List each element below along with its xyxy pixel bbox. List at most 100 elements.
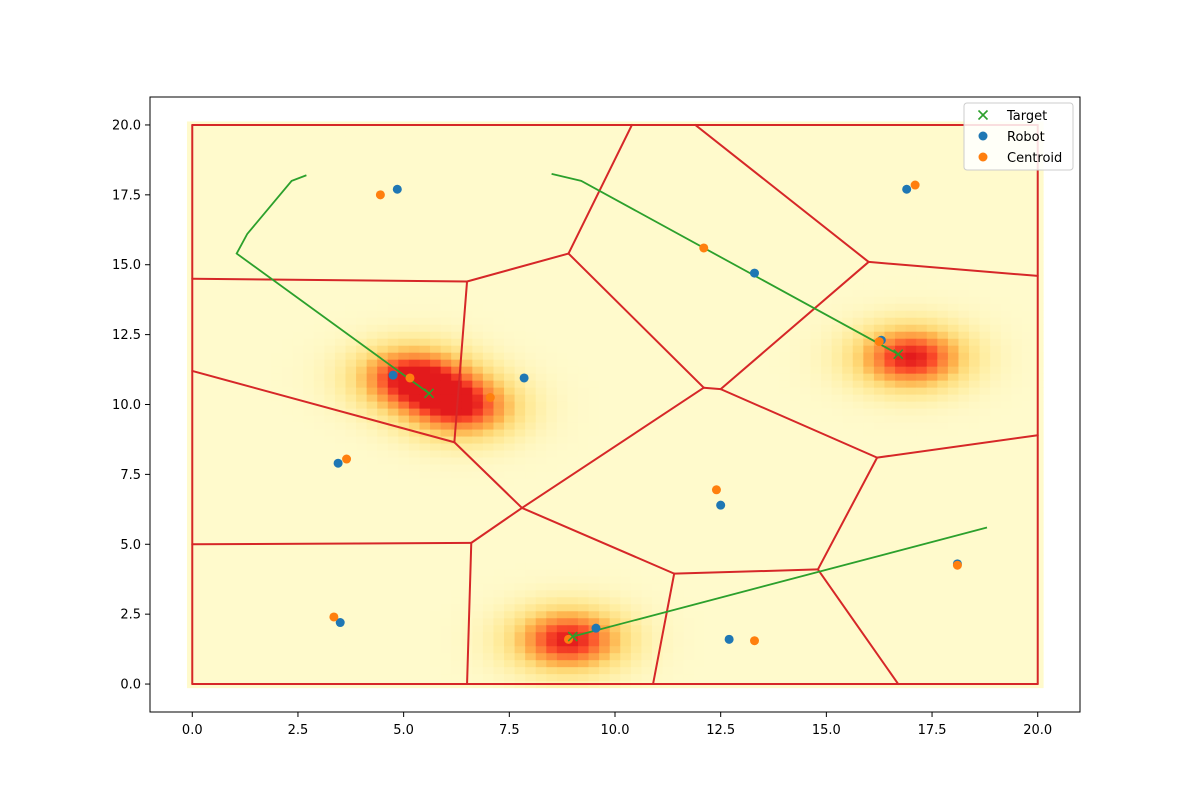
heatmap-cell — [673, 275, 685, 283]
heatmap-cell — [821, 456, 833, 465]
heatmap-cell — [440, 456, 452, 465]
heatmap-cell — [651, 205, 664, 213]
heatmap-cell — [546, 149, 558, 157]
heatmap-cell — [778, 149, 790, 157]
heatmap-cell — [673, 603, 685, 612]
heatmap-cell — [366, 561, 378, 570]
heatmap-cell — [651, 170, 664, 178]
heatmap-cell — [451, 163, 463, 171]
heatmap-cell — [620, 303, 632, 311]
heatmap-cell — [789, 240, 801, 248]
heatmap-cell — [789, 366, 801, 374]
heatmap-cell — [789, 477, 801, 486]
heatmap-cell — [282, 282, 294, 290]
heatmap-cell — [461, 149, 473, 157]
heatmap-cell — [387, 296, 399, 304]
heatmap-cell — [250, 526, 262, 535]
heatmap-cell — [229, 191, 241, 199]
heatmap-cell — [747, 142, 759, 151]
heatmap-cell — [451, 191, 463, 199]
heatmap-cell — [461, 212, 473, 220]
heatmap-cell — [757, 142, 769, 151]
heatmap-cell — [567, 380, 579, 388]
heatmap-cell — [239, 512, 251, 521]
heatmap-cell — [282, 505, 294, 514]
heatmap-cell — [673, 296, 685, 304]
heatmap-cell — [324, 198, 336, 206]
heatmap-cell — [556, 212, 569, 220]
heatmap-cell — [493, 352, 505, 360]
heatmap-cell — [525, 275, 537, 283]
heatmap-cell — [398, 666, 410, 675]
heatmap-cell — [799, 575, 812, 584]
heatmap-cell — [789, 275, 801, 283]
heatmap-cell — [356, 617, 368, 626]
heatmap-cell — [504, 603, 516, 612]
heatmap-cell — [704, 463, 716, 472]
heatmap-cell — [747, 428, 759, 437]
heatmap-cell — [229, 638, 241, 647]
heatmap-cell — [662, 477, 674, 486]
heatmap-cell — [250, 282, 262, 290]
heatmap-cell — [408, 449, 421, 458]
heatmap-cell — [757, 247, 769, 255]
heatmap-cell — [525, 233, 537, 241]
heatmap-cell — [377, 184, 389, 192]
heatmap-cell — [377, 142, 389, 151]
heatmap-cell — [239, 435, 251, 444]
heatmap-cell — [356, 261, 368, 269]
heatmap-cell — [747, 526, 759, 535]
heatmap-cell — [282, 240, 294, 248]
heatmap-cell — [514, 282, 526, 290]
heatmap-cell — [366, 603, 378, 612]
heatmap-cell — [430, 345, 442, 353]
heatmap-cell — [303, 554, 315, 563]
heatmap-cell — [736, 449, 748, 458]
heatmap-cell — [313, 282, 325, 290]
heatmap-cell — [768, 673, 780, 682]
heatmap-cell — [736, 296, 748, 304]
heatmap-cell — [567, 484, 579, 493]
heatmap-cell — [408, 407, 421, 416]
heatmap-cell — [673, 345, 685, 353]
heatmap-cell — [715, 317, 727, 325]
heatmap-cell — [725, 596, 738, 605]
heatmap-cell — [387, 533, 399, 542]
heatmap-cell — [398, 498, 410, 507]
heatmap-cell — [208, 638, 220, 647]
heatmap-cell — [197, 610, 209, 619]
heatmap-cell — [821, 268, 833, 276]
heatmap-cell — [282, 324, 294, 332]
heatmap-cell — [208, 296, 220, 304]
heatmap-cell — [504, 352, 516, 360]
heatmap-cell — [546, 568, 558, 577]
heatmap-cell — [630, 547, 643, 556]
heatmap-cell — [324, 435, 336, 444]
heatmap-cell — [461, 589, 473, 598]
heatmap-cell — [567, 645, 579, 654]
heatmap-cell — [778, 268, 790, 276]
heatmap-cell — [260, 324, 273, 332]
heatmap-cell — [651, 638, 664, 647]
heatmap-cell — [757, 491, 769, 500]
heatmap-cell — [218, 414, 230, 423]
heatmap-cell — [768, 512, 780, 521]
heatmap-cell — [197, 282, 209, 290]
heatmap-cell — [673, 491, 685, 500]
heatmap-cell — [387, 666, 399, 675]
heatmap-cell — [408, 394, 421, 402]
heatmap-cell — [673, 331, 685, 339]
heatmap-cell — [451, 463, 463, 472]
heatmap-cell — [324, 477, 336, 486]
heatmap-cell — [694, 666, 706, 675]
heatmap-cell — [345, 407, 357, 416]
heatmap-cell — [556, 303, 569, 311]
heatmap-cell — [662, 561, 674, 570]
heatmap-cell — [239, 582, 251, 591]
heatmap-cell — [694, 310, 706, 318]
heatmap-cell — [356, 247, 368, 255]
heatmap-cell — [747, 484, 759, 493]
heatmap-cell — [334, 659, 347, 668]
heatmap-cell — [419, 631, 431, 640]
heatmap-cell — [313, 289, 325, 297]
